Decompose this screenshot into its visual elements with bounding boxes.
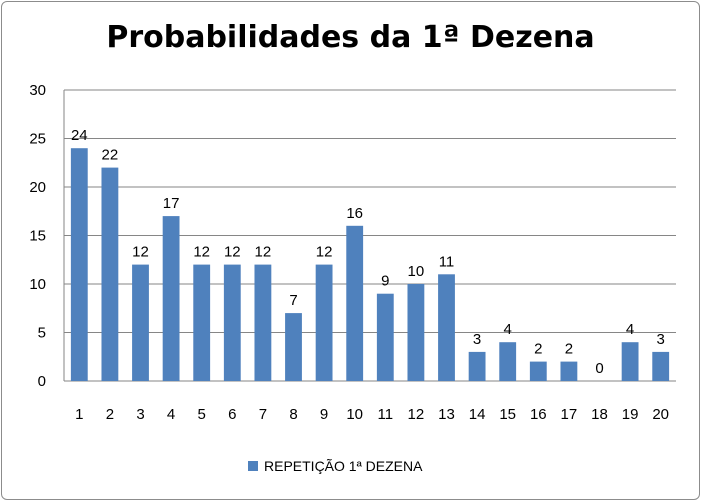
bar (223, 264, 241, 381)
x-tick-label: 15 (499, 406, 516, 423)
data-label: 0 (595, 360, 603, 377)
data-label: 12 (255, 244, 272, 261)
chart-title: Probabilidades da 1ª Dezena (106, 20, 595, 55)
x-tick-label: 9 (320, 406, 328, 423)
data-label: 10 (408, 263, 425, 280)
bar (346, 225, 364, 381)
x-tick-label: 4 (167, 406, 175, 423)
bar (254, 264, 272, 381)
y-tick-label: 30 (29, 82, 46, 99)
bar (285, 313, 302, 381)
bar (101, 167, 119, 381)
data-label: 16 (346, 205, 363, 222)
bar (529, 361, 547, 381)
bar (652, 351, 670, 381)
legend-label: REPETIÇÃO 1ª DEZENA (264, 458, 423, 474)
bar (70, 148, 88, 381)
bar (315, 264, 333, 381)
x-tick-label: 10 (346, 406, 363, 423)
data-label: 12 (224, 244, 241, 261)
bar (468, 351, 486, 381)
data-label: 4 (504, 321, 512, 338)
x-tick-label: 7 (259, 406, 267, 423)
legend: REPETIÇÃO 1ª DEZENA (248, 456, 422, 476)
y-tick-label: 0 (38, 373, 46, 390)
data-label: 4 (626, 321, 634, 338)
x-tick-label: 17 (561, 406, 578, 423)
bar (162, 216, 180, 381)
data-label: 12 (316, 244, 333, 261)
y-tick-label: 5 (38, 325, 46, 342)
x-tick-label: 8 (289, 406, 297, 423)
bar (499, 342, 517, 381)
x-tick-label: 6 (228, 406, 236, 423)
bar (132, 264, 149, 381)
data-label: 22 (102, 147, 119, 164)
bar (376, 293, 394, 381)
y-tick-label: 25 (29, 131, 46, 148)
bar (621, 342, 639, 381)
y-tick-label: 15 (29, 228, 46, 245)
x-tick-label: 19 (622, 406, 639, 423)
x-tick-label: 5 (198, 406, 206, 423)
x-tick-label: 3 (136, 406, 144, 423)
data-label: 12 (132, 244, 149, 261)
data-label: 9 (381, 273, 389, 290)
x-tick-label: 12 (408, 406, 425, 423)
bar (407, 284, 425, 381)
legend-swatch (248, 461, 258, 471)
bar (193, 264, 211, 381)
gridlines (63, 89, 676, 382)
x-tick-label: 11 (378, 406, 394, 423)
data-label: 2 (565, 341, 573, 358)
x-tick-label: 20 (652, 406, 669, 423)
bars (70, 148, 670, 381)
x-tick-label: 2 (106, 406, 114, 423)
data-label: 24 (71, 127, 88, 144)
y-tick-label: 20 (29, 179, 46, 196)
data-label: 7 (289, 292, 297, 309)
data-label: 17 (163, 195, 180, 212)
x-tick-label: 16 (530, 406, 547, 423)
data-label: 12 (193, 244, 210, 261)
data-label: 11 (439, 253, 455, 270)
bar (560, 361, 578, 381)
y-tick-label: 10 (29, 276, 46, 293)
x-tick-label: 18 (591, 406, 608, 423)
x-tick-label: 14 (469, 406, 486, 423)
y-axis-ticks: 0 5 10 15 20 25 30 (29, 82, 46, 390)
bar (438, 274, 455, 381)
x-tick-label: 13 (438, 406, 455, 423)
x-tick-label: 1 (75, 406, 83, 423)
data-label: 3 (657, 331, 665, 348)
data-label: 2 (534, 341, 542, 358)
x-axis-ticks: 1 2 3 4 5 6 7 8 9 10 11 12 13 14 15 16 17 18 19 20 (75, 406, 669, 423)
data-label: 3 (473, 331, 481, 348)
